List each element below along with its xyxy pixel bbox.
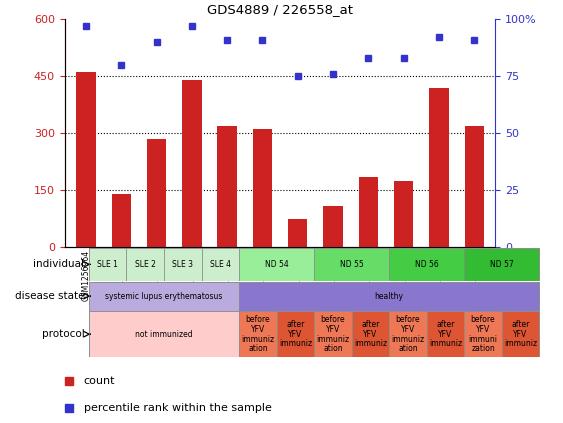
- Bar: [182, 80, 202, 247]
- Text: before
YFV
immuniz
ation: before YFV immuniz ation: [391, 315, 425, 353]
- Bar: [464, 126, 484, 247]
- Text: before
YFV
immuniz
ation: before YFV immuniz ation: [316, 315, 350, 353]
- Bar: [389, 311, 427, 357]
- Text: SLE 3: SLE 3: [172, 260, 193, 269]
- Bar: [429, 88, 449, 247]
- Bar: [239, 248, 314, 281]
- Bar: [239, 282, 539, 310]
- Bar: [464, 248, 539, 281]
- Bar: [389, 248, 464, 281]
- Bar: [239, 311, 276, 357]
- Bar: [323, 206, 343, 247]
- Text: before
YFV
immuniz
ation: before YFV immuniz ation: [242, 315, 274, 353]
- Text: before
YFV
immuni
zation: before YFV immuni zation: [468, 315, 498, 353]
- Text: disease state: disease state: [15, 291, 84, 301]
- Text: SLE 2: SLE 2: [135, 260, 156, 269]
- Bar: [314, 248, 389, 281]
- Bar: [111, 194, 131, 247]
- Bar: [147, 139, 166, 247]
- Text: systemic lupus erythematosus: systemic lupus erythematosus: [105, 291, 223, 301]
- Bar: [164, 248, 202, 281]
- Bar: [89, 282, 239, 310]
- Bar: [464, 311, 502, 357]
- Bar: [427, 311, 464, 357]
- Bar: [217, 126, 237, 247]
- Text: individual: individual: [33, 259, 84, 269]
- Text: ND 54: ND 54: [265, 260, 288, 269]
- Bar: [314, 311, 352, 357]
- Text: SLE 4: SLE 4: [210, 260, 231, 269]
- Bar: [89, 311, 539, 357]
- Text: after
YFV
immuniz: after YFV immuniz: [279, 320, 312, 349]
- Bar: [76, 72, 96, 247]
- Bar: [89, 311, 239, 357]
- Text: after
YFV
immuniz: after YFV immuniz: [429, 320, 462, 349]
- Bar: [352, 311, 389, 357]
- Text: ND 57: ND 57: [490, 260, 513, 269]
- Text: ND 55: ND 55: [340, 260, 364, 269]
- Bar: [89, 248, 539, 281]
- Bar: [276, 311, 314, 357]
- Bar: [359, 177, 378, 247]
- Text: not immunized: not immunized: [135, 330, 193, 339]
- Bar: [394, 181, 413, 247]
- Text: SLE 1: SLE 1: [97, 260, 118, 269]
- Text: count: count: [83, 376, 115, 386]
- Bar: [288, 219, 307, 247]
- Text: percentile rank within the sample: percentile rank within the sample: [83, 403, 271, 412]
- Bar: [127, 248, 164, 281]
- Text: after
YFV
immuniz: after YFV immuniz: [354, 320, 387, 349]
- Text: ND 56: ND 56: [415, 260, 439, 269]
- Text: healthy: healthy: [375, 291, 404, 301]
- Bar: [253, 129, 272, 247]
- Bar: [89, 282, 539, 310]
- Bar: [502, 311, 539, 357]
- Bar: [202, 248, 239, 281]
- Text: after
YFV
immuniz: after YFV immuniz: [504, 320, 537, 349]
- Text: protocol: protocol: [42, 329, 84, 339]
- Title: GDS4889 / 226558_at: GDS4889 / 226558_at: [207, 3, 353, 16]
- Bar: [89, 248, 127, 281]
